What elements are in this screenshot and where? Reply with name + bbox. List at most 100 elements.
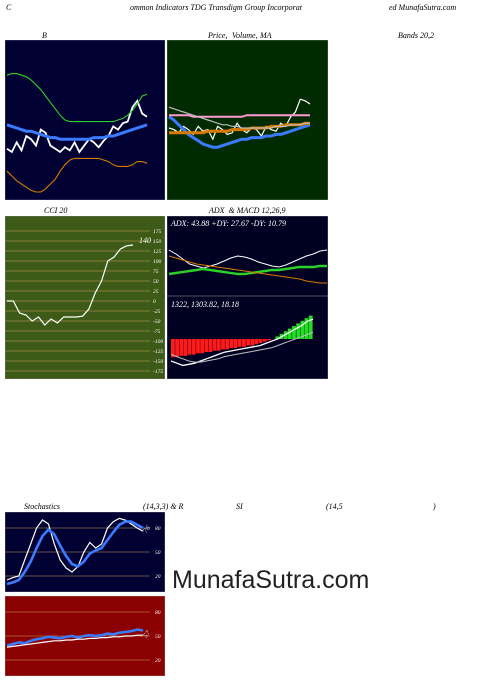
cci-tick-label: 150 <box>153 239 162 245</box>
cci-background <box>5 216 165 379</box>
price-series-blue <box>168 115 311 149</box>
rsi-tick-label: 50 <box>155 634 161 640</box>
cci-chart: 175 150 125 100 75 50 25 0 -25 -50 -75 -100 -125 -150… <box>5 216 165 379</box>
stoch-params: (14,3,3) & R <box>143 502 184 511</box>
macd-readout: 1322, 1303.82, 18.18 <box>171 300 239 309</box>
adx-readout: ADX: 43.88 +DY: 27.67 -DY: 10.79 <box>170 219 286 228</box>
macd-bar <box>254 339 259 345</box>
cci-tick-label: -100 <box>153 339 163 345</box>
stochastics-tick-label: 20 <box>155 574 161 580</box>
macd-bar <box>292 326 296 339</box>
price-title-c: MA <box>260 31 272 40</box>
macd-bar <box>304 318 309 339</box>
rsi-tick-label: 80 <box>155 610 161 616</box>
cci-tick-label: 25 <box>153 289 159 295</box>
adx-series--DY <box>168 255 327 284</box>
macd-bar <box>191 339 196 355</box>
macd-bar <box>287 328 292 339</box>
rsi-title: SI <box>236 502 243 511</box>
price-series-gray <box>168 106 310 129</box>
macd-bar <box>183 339 188 356</box>
adx-title: ADX & MACD 12,26,9 <box>209 206 286 215</box>
macd-bar <box>300 320 305 339</box>
macd-bar <box>258 339 263 343</box>
bb-title: B <box>42 31 47 40</box>
cci-tick-label: -125 <box>153 349 163 355</box>
macd-bar <box>225 339 230 350</box>
macd-bar <box>171 339 175 358</box>
adx-chart: ADX: 43.88 +DY: 27.67 -DY: 10.79 <box>167 216 328 296</box>
stochastics-chart: 80 50 20 76 <box>5 512 165 592</box>
cci-tick-label: 100 <box>153 259 162 265</box>
cci-tick-label: 50 <box>153 279 159 285</box>
stochastics-series-blue <box>6 520 144 586</box>
price-title-a: Price, <box>208 31 228 40</box>
macd-bar <box>250 339 255 346</box>
adx-background <box>167 216 328 296</box>
stochastics-tick-label: 80 <box>155 526 161 532</box>
cci-title: CCI 20 <box>44 206 68 215</box>
cci-tick-label: 125 <box>153 249 162 255</box>
stoch-value-label: 76 <box>141 524 152 535</box>
macd-bar <box>200 339 204 354</box>
macd-series-white <box>170 318 314 367</box>
macd-bar <box>237 339 242 347</box>
rsi-chart: 80 50 20 57 <box>5 596 165 676</box>
stoch-title: Stochastics <box>24 502 60 511</box>
cci-line <box>7 244 134 326</box>
macd-bar <box>187 339 192 355</box>
rsi-close: ) <box>433 502 436 511</box>
cci-tick-label: -25 <box>153 309 161 315</box>
cci-tick-label: -50 <box>153 319 161 325</box>
macd-bar <box>175 339 179 358</box>
header-left: C <box>6 3 12 12</box>
stochastics-series-white <box>6 517 144 581</box>
macd-bar <box>221 339 225 350</box>
macd-bar <box>275 336 280 339</box>
bollinger-background <box>5 40 165 200</box>
stochastics-tick-label: 50 <box>155 550 161 556</box>
cci-tick-label: 0 <box>153 299 156 305</box>
price-series-orange <box>169 121 310 135</box>
cci-tick-label: -75 <box>153 329 161 335</box>
rsi-params: (14,5 <box>326 502 343 511</box>
adx-series-ADX <box>168 249 328 269</box>
macd-bar <box>204 339 209 352</box>
macd-bar <box>296 323 301 339</box>
watermark: MunafaSutra.com <box>172 566 370 594</box>
rsi-series-blue <box>6 628 144 647</box>
cci-tick-label: -150 <box>153 359 163 365</box>
price-background <box>167 40 328 200</box>
macd-bar <box>308 315 313 339</box>
cci-value-label: 140 <box>139 236 151 245</box>
rsi-value-label: 57 <box>141 629 152 640</box>
macd-bar <box>212 339 217 351</box>
macd-bar <box>216 339 221 351</box>
price-series-pink <box>169 114 310 118</box>
bands-title: Bands 20,2 <box>398 31 434 40</box>
cci-tick-label: 75 <box>153 269 159 275</box>
header-right: ed MunafaSutra.com <box>389 3 457 12</box>
cci-tick-label: 175 <box>153 229 162 235</box>
macd-chart: 1322, 1303.82, 18.18 <box>167 296 328 379</box>
macd-series-gray <box>170 331 314 363</box>
header-middle: ommon Indicators TDG Transdigm Group Inc… <box>130 3 302 12</box>
macd-bar <box>233 339 238 349</box>
adx-series-+DY <box>168 264 327 276</box>
price-chart <box>167 40 328 200</box>
macd-bar <box>246 339 250 346</box>
bb-series-orange <box>6 157 148 193</box>
bollinger-chart <box>5 40 165 200</box>
price-title-b: Volume, <box>232 31 258 40</box>
macd-bar <box>267 339 271 341</box>
macd-bar <box>229 339 234 349</box>
macd-bar <box>208 339 213 352</box>
bb-series-blue <box>6 123 148 141</box>
macd-bar <box>242 339 246 347</box>
macd-bar <box>196 339 200 354</box>
bb-series-white <box>6 98 148 154</box>
macd-bar <box>262 339 267 342</box>
cci-tick-label: -175 <box>153 369 163 375</box>
rsi-tick-label: 20 <box>155 658 161 664</box>
macd-bar <box>179 339 184 356</box>
